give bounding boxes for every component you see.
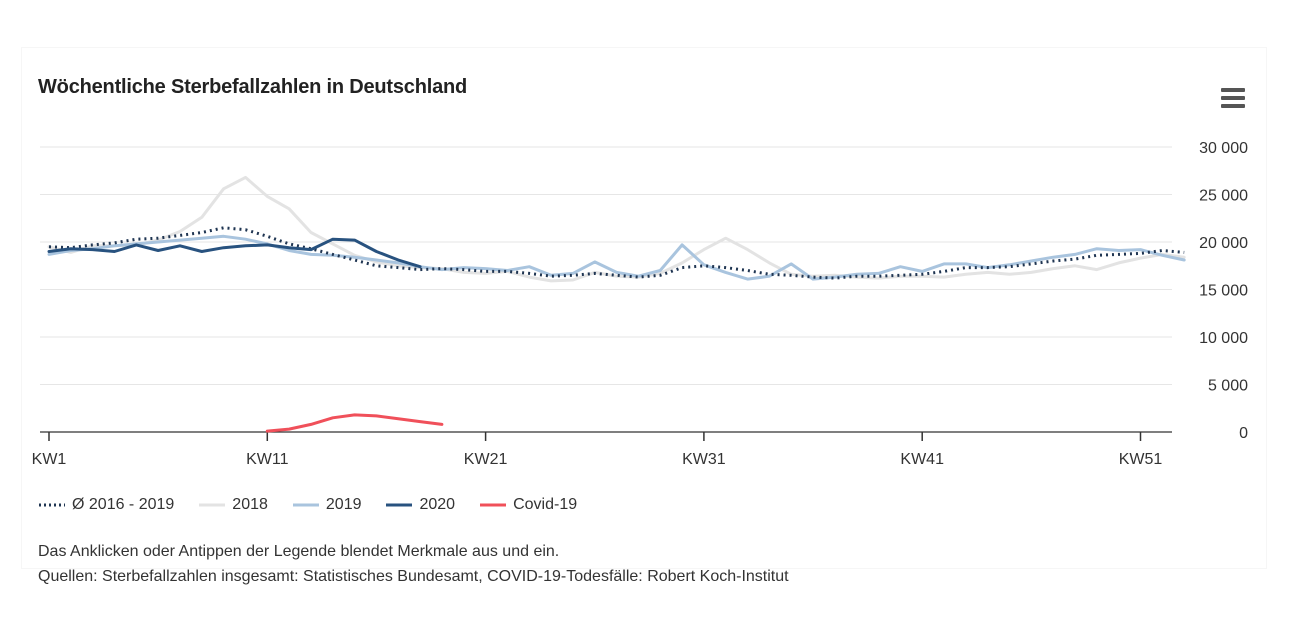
- legend-label-average: Ø 2016 - 2019: [72, 496, 175, 513]
- legend-label-covid-19: Covid-19: [513, 496, 578, 513]
- y-tick-label: 15 000: [1199, 283, 1248, 300]
- hamburger-menu-icon[interactable]: [1218, 86, 1248, 112]
- x-tick-label: KW31: [682, 451, 726, 468]
- y-tick-label: 5 000: [1208, 378, 1248, 395]
- y-tick-label: 20 000: [1199, 235, 1248, 252]
- legend-label-2019: 2019: [325, 496, 362, 513]
- legend-item-average[interactable]: Ø 2016 - 2019: [38, 496, 174, 514]
- y-tick-label: 30 000: [1199, 140, 1248, 157]
- series-line-2020: [47, 237, 422, 269]
- legend-item-2018[interactable]: 2018: [198, 496, 268, 514]
- y-tick-label: 25 000: [1199, 188, 1248, 205]
- legend-label-2018: 2018: [232, 496, 268, 513]
- legend-item-2020[interactable]: 2020: [385, 496, 455, 514]
- series-line-covid-19: [265, 413, 444, 433]
- x-tick-label: KW21: [464, 451, 508, 468]
- x-tick-label: KW1: [32, 451, 67, 468]
- x-tick-label: KW41: [900, 451, 944, 468]
- x-tick-label: KW51: [1119, 451, 1163, 468]
- legend-item-2019[interactable]: 2019: [292, 496, 362, 514]
- y-tick-label: 0: [1239, 425, 1248, 442]
- x-tick-label: KW11: [246, 451, 288, 468]
- y-tick-label: 10 000: [1199, 330, 1248, 347]
- chart-card: [22, 48, 1266, 568]
- legend-item-covid-19[interactable]: Covid-19: [479, 496, 577, 514]
- source-note: Quellen: Sterbefallzahlen insgesamt: Sta…: [38, 568, 789, 585]
- chart-title: Wöchentliche Sterbefallzahlen in Deutsch…: [38, 76, 468, 98]
- series-line-2019: [47, 234, 1186, 281]
- legend: Ø 2016 - 2019 2018 2019 2020 Covid-19: [38, 493, 601, 517]
- legend-hint-note: Das Anklicken oder Antippen der Legende …: [38, 543, 560, 560]
- legend-label-2020: 2020: [419, 496, 456, 513]
- series-line-2018: [47, 175, 1186, 283]
